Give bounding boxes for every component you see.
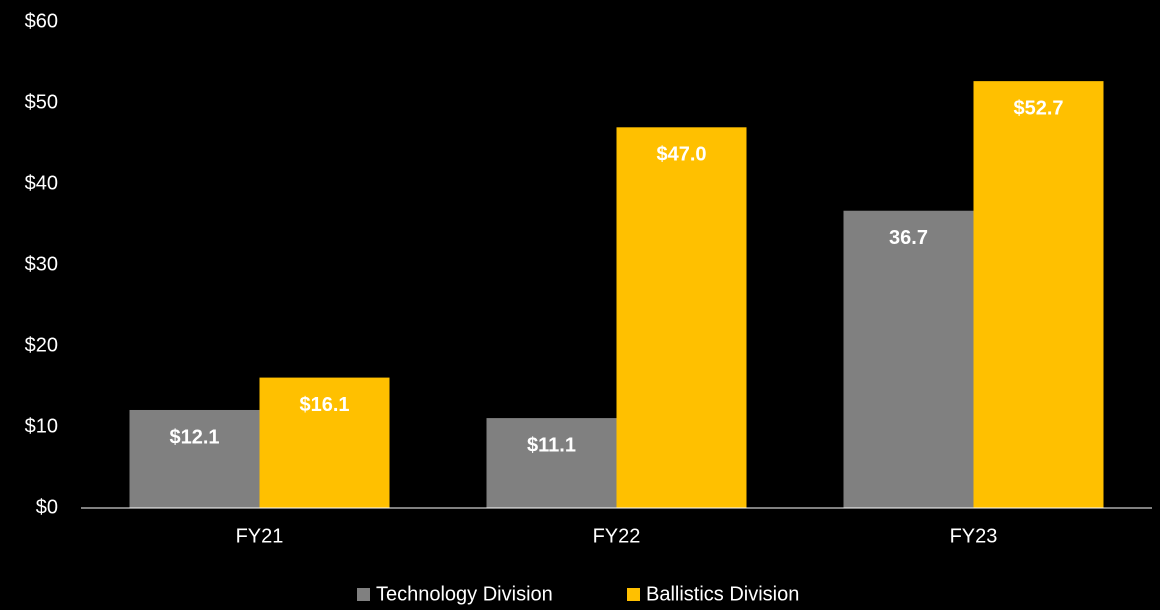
legend-swatch <box>357 588 370 601</box>
x-tick-label: FY21 <box>236 525 284 547</box>
value-label: $12.1 <box>169 426 219 448</box>
legend-label: Technology Division <box>376 583 553 605</box>
bar <box>259 377 390 508</box>
x-tick-label: FY23 <box>950 525 998 547</box>
value-label: $11.1 <box>527 434 576 456</box>
legend-label: Ballistics Division <box>646 583 799 605</box>
y-tick-label: $20 <box>25 334 58 356</box>
bar <box>486 418 617 508</box>
value-label: $52.7 <box>1013 97 1063 119</box>
legend-swatch <box>627 588 640 601</box>
x-tick-label: FY22 <box>593 525 641 547</box>
y-tick-label: $50 <box>25 91 58 113</box>
bar <box>843 210 974 509</box>
value-label: $16.1 <box>299 394 349 416</box>
bar <box>129 409 260 508</box>
y-tick-label: $60 <box>25 10 58 32</box>
y-tick-label: $10 <box>25 415 58 437</box>
y-tick-label: $40 <box>25 172 58 194</box>
value-label: 36.7 <box>889 227 928 249</box>
y-tick-label: $30 <box>25 253 58 275</box>
bar <box>973 81 1104 508</box>
y-tick-label: $0 <box>36 496 58 518</box>
value-label: $47.0 <box>656 144 706 166</box>
bar <box>616 127 747 509</box>
